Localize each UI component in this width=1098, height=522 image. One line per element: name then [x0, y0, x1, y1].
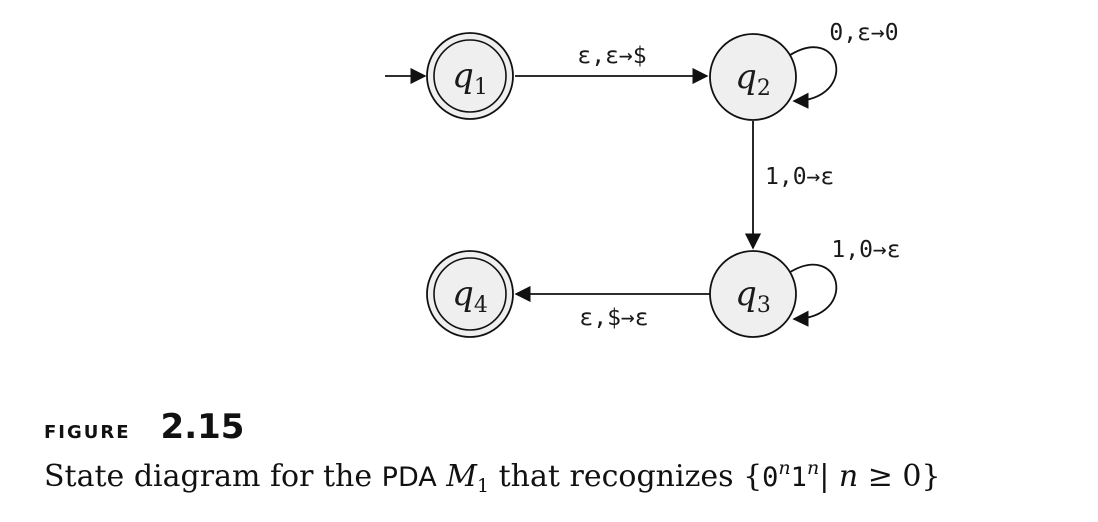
self-loop-q2	[786, 46, 838, 109]
caption-zero: 0	[762, 462, 779, 493]
edge-label-q3-q4: ε,$→ε	[579, 305, 648, 331]
edge-label-q1-q2: ε,ε→$	[577, 43, 646, 69]
self-loop-q3	[786, 263, 838, 327]
caption-bar: |	[819, 459, 830, 494]
caption-machine: M	[446, 459, 477, 494]
caption-set-open: {	[743, 459, 763, 494]
edge-label-q3-loop: 1,0→ε	[831, 237, 900, 263]
figure-word: Figure	[44, 415, 131, 445]
state-q2: q2	[709, 33, 797, 121]
caption-text-before: State diagram for the	[44, 459, 382, 494]
figure-number: 2.15	[160, 407, 245, 447]
caption-text: State diagram for the PDA M1 that recogn…	[44, 448, 1084, 506]
edge-label-q2-q3: 1,0→ε	[765, 164, 834, 190]
caption-machine-sub: 1	[477, 475, 490, 497]
caption-sup-n1: n	[778, 457, 791, 479]
edge-label-q2-loop: 0,ε→0	[829, 20, 898, 46]
figure-heading: Figure 2.15	[44, 406, 1084, 448]
figure-caption: Figure 2.15 State diagram for the PDA M1 …	[44, 406, 1084, 506]
caption-text-middle: that recognizes	[489, 459, 744, 494]
state-q1: q1	[426, 32, 514, 120]
caption-n-var: n	[838, 459, 859, 494]
state-q2-label: q2	[735, 57, 771, 101]
state-q1-label: q1	[452, 56, 488, 100]
caption-sup-n2: n	[806, 457, 820, 479]
caption-one: 1	[790, 462, 807, 493]
state-q4-label: q4	[452, 274, 488, 318]
caption-condition: ≥ 0}	[858, 459, 941, 494]
state-q3-label: q3	[735, 274, 771, 318]
pda-state-diagram: ε,ε→$ 0,ε→0 1,0→ε 1,0→ε ε,$→ε q1 q2 q3 q…	[385, 20, 901, 338]
state-q3: q3	[709, 250, 797, 338]
caption-pda: PDA	[381, 462, 437, 493]
state-q4: q4	[426, 250, 514, 338]
